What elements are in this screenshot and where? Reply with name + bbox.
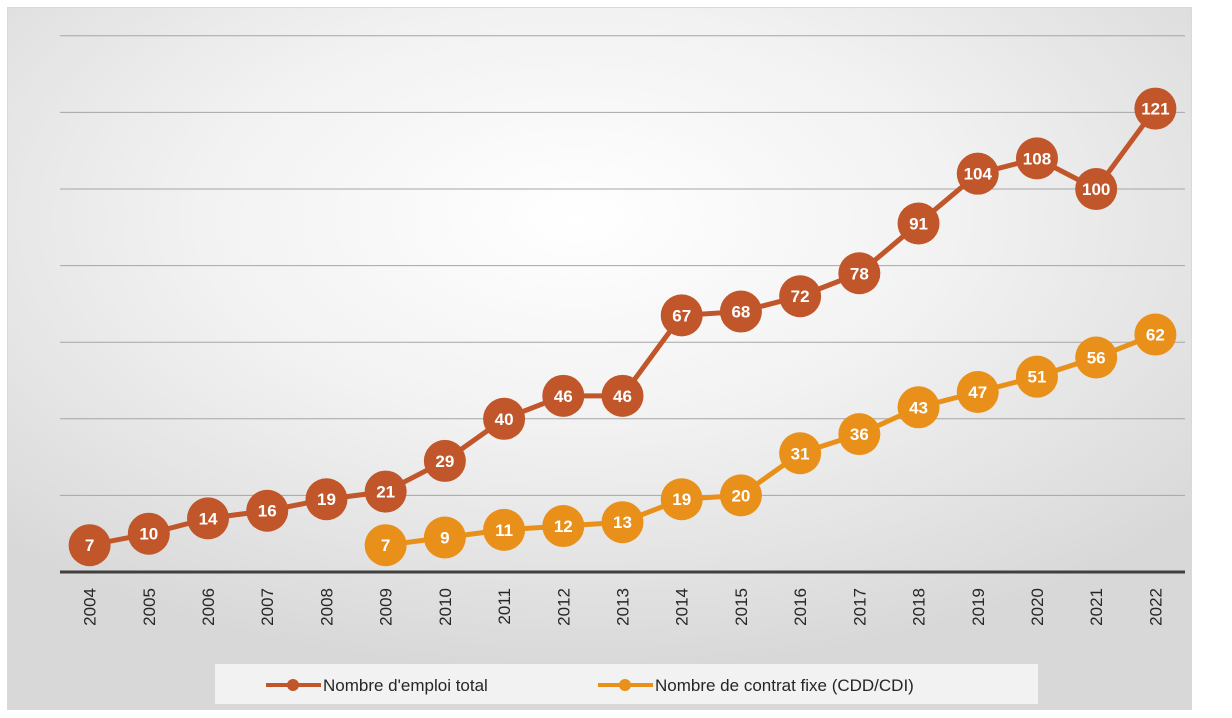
chart-frame: 2004 2005 2006 2007 2008 2009 2010 2011 2012 2013… [7, 7, 1192, 710]
data-label: 20 [731, 486, 750, 505]
data-label: 19 [317, 490, 336, 509]
x-tick-label: 2012 [554, 588, 573, 626]
data-point [1134, 87, 1177, 130]
data-point [660, 294, 703, 337]
x-tick-label: 2019 [969, 588, 988, 626]
data-label: 9 [440, 529, 449, 548]
series-layer: 7 10 14 16 19 21 29 40 46 46 67 68 72 78 91 104 108 100 12… [68, 87, 1177, 567]
data-label: 36 [850, 425, 869, 444]
data-point [423, 516, 466, 559]
data-point [838, 252, 881, 295]
data-point [542, 374, 585, 417]
legend-label: Nombre de contrat fixe (CDD/CDI) [655, 676, 914, 695]
data-point [364, 470, 407, 513]
data-point [897, 386, 940, 429]
data-label: 31 [791, 444, 810, 463]
line-chart: 2004 2005 2006 2007 2008 2009 2010 2011 2012 2013… [60, 35, 1185, 704]
series-0: 7 10 14 16 19 21 29 40 46 46 67 68 72 78 91 104 108 100 12… [68, 87, 1177, 567]
data-point [660, 478, 703, 521]
data-point [779, 432, 822, 475]
data-point [1015, 355, 1058, 398]
data-point [838, 413, 881, 456]
data-point [187, 497, 230, 540]
legend-item-0: Nombre d'emploi total [266, 676, 488, 695]
data-point [483, 508, 526, 551]
data-label: 19 [672, 490, 691, 509]
x-tick-label: 2017 [850, 588, 869, 626]
x-tick-label: 2004 [81, 588, 100, 626]
data-label: 21 [376, 483, 395, 502]
x-tick-label: 2013 [614, 588, 633, 626]
x-axis: 2004 2005 2006 2007 2008 2009 2010 2011 2012 2013… [60, 570, 1185, 626]
data-point [956, 370, 999, 413]
x-tick-label: 2008 [317, 588, 336, 626]
x-tick-label: 2010 [436, 588, 455, 626]
x-tick-label: 2009 [377, 588, 396, 626]
data-point [127, 512, 170, 555]
data-point [601, 374, 644, 417]
x-tick-label: 2015 [732, 588, 751, 626]
data-label: 78 [850, 264, 869, 283]
data-label: 46 [554, 387, 573, 406]
data-point [1075, 168, 1118, 210]
data-point [956, 152, 999, 195]
data-label: 108 [1023, 149, 1051, 168]
x-tick-label: 2022 [1146, 588, 1165, 626]
data-point [483, 397, 526, 440]
data-point [68, 524, 111, 567]
data-label: 29 [435, 452, 454, 471]
data-point [897, 202, 940, 245]
data-label: 67 [672, 306, 691, 325]
data-label: 10 [139, 525, 158, 544]
legend-label: Nombre d'emploi total [323, 676, 488, 695]
data-label: 16 [258, 502, 277, 521]
data-point [1075, 336, 1118, 379]
x-tick-label: 2018 [910, 588, 929, 626]
data-label: 12 [554, 517, 573, 536]
data-label: 100 [1082, 180, 1110, 199]
data-label: 121 [1141, 100, 1169, 119]
data-point [719, 474, 762, 517]
x-tick-label: 2016 [791, 588, 810, 626]
x-tick-label: 2007 [258, 588, 277, 626]
data-label: 11 [495, 521, 513, 540]
data-label: 13 [613, 513, 632, 532]
legend: Nombre d'emploi total Nombre de contrat f… [215, 664, 1038, 704]
data-label: 43 [909, 398, 928, 417]
data-label: 7 [381, 536, 390, 555]
data-label: 104 [964, 165, 993, 184]
x-tick-label: 2011 [495, 588, 514, 625]
data-point [542, 505, 585, 548]
data-label: 51 [1028, 368, 1047, 387]
gridlines [60, 35, 1185, 496]
x-tick-label: 2014 [673, 588, 692, 626]
data-point [1134, 313, 1177, 356]
x-tick-label: 2005 [140, 588, 159, 626]
data-point [423, 439, 466, 482]
data-label: 40 [495, 410, 514, 429]
data-label: 68 [731, 303, 750, 322]
data-label: 91 [909, 214, 928, 233]
legend-marker [287, 679, 299, 691]
data-point [601, 501, 644, 544]
data-label: 62 [1146, 326, 1165, 345]
data-point [305, 478, 348, 521]
data-label: 46 [613, 387, 632, 406]
x-tick-label: 2020 [1028, 588, 1047, 626]
legend-item-1: Nombre de contrat fixe (CDD/CDI) [598, 676, 914, 695]
data-label: 14 [199, 509, 218, 528]
data-label: 72 [791, 287, 810, 306]
data-point [364, 524, 407, 567]
x-tick-label: 2021 [1087, 588, 1106, 626]
data-point [719, 290, 762, 333]
data-label: 56 [1087, 349, 1106, 368]
data-label: 47 [968, 383, 987, 402]
data-label: 7 [85, 536, 94, 555]
data-point [779, 275, 822, 318]
data-point [246, 489, 289, 532]
x-tick-label: 2006 [199, 588, 218, 626]
legend-marker [619, 679, 631, 691]
data-point [1015, 137, 1058, 180]
series-1: 7 9 11 12 13 19 20 31 36 43 47 51 56 62 [364, 313, 1177, 567]
